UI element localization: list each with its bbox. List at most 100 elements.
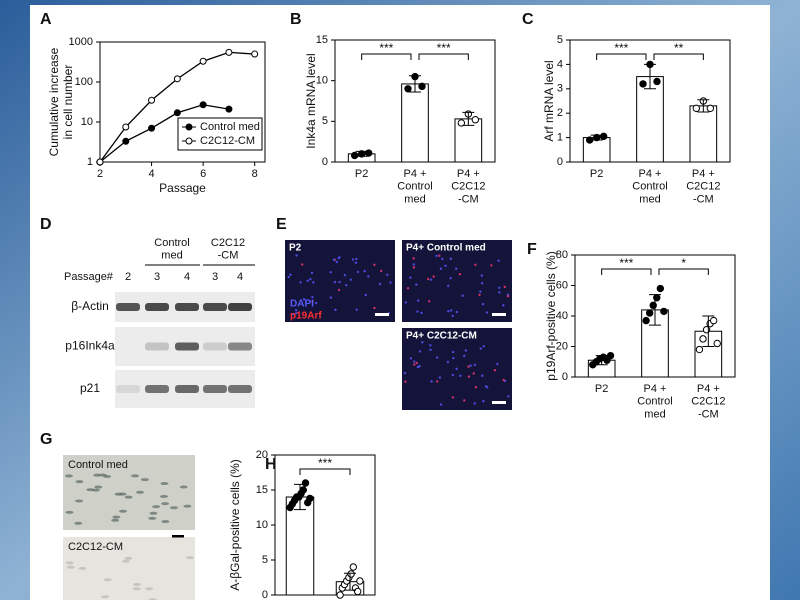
nucleus [380,269,383,273]
data-point [251,50,259,58]
nucleus [354,261,358,264]
stain-label: p19Arf [290,311,322,322]
blot: 2 3 4 3 4 β-Actin p16Ink4a p21 [65,271,255,408]
nucleus [479,290,482,293]
nucleus [413,363,416,366]
nucleus [311,300,314,303]
nucleus [467,375,471,378]
nucleus [484,385,488,388]
significance-label: * [681,256,686,270]
significance-bracket [361,53,412,60]
y-tick-label: 2 [557,107,563,119]
significance-bracket [653,53,704,60]
nucleus [473,402,476,405]
nucleus [482,345,485,348]
data-point [709,316,718,325]
nucleus [363,269,366,273]
x-tick-label: 2 [97,168,103,180]
y-tick-label: 0 [322,156,328,168]
data-point [699,335,707,343]
data-point [364,149,373,157]
cell [140,478,149,482]
nucleus [463,354,466,357]
cell [118,492,127,496]
nucleus [415,283,418,286]
nucleus [412,257,415,260]
nucleus [493,369,497,372]
nucleus [467,365,470,368]
nucleus [444,264,447,267]
lane-label: 4 [184,271,190,283]
data-point [713,339,721,348]
data-point [350,151,359,160]
error-bar [649,294,661,326]
y-tick-label: 15 [316,34,328,46]
data-point [148,124,156,132]
nucleus [446,360,450,364]
cell [66,565,75,569]
nucleus [439,403,443,406]
bar [285,496,315,596]
legend-box [177,117,263,151]
data-point [457,119,466,127]
y-tick-label: 5 [262,554,268,566]
y-tick-label: 40 [556,310,568,322]
nucleus [449,276,452,280]
significance-label: *** [318,456,332,470]
panel-label: C [522,11,534,28]
nucleus [427,277,430,281]
cell [86,488,95,492]
data-point [173,109,181,117]
band [228,342,252,351]
nucleus [404,301,408,304]
data-point [656,284,665,293]
cell [74,521,83,525]
significance-bracket [601,268,652,275]
band [203,385,227,393]
data-point [122,137,130,145]
data-point [356,577,364,585]
nucleus [507,395,510,398]
x-tick-label: P2 [355,168,368,180]
y-tick-label: 100 [75,76,93,88]
nucleus [302,298,306,301]
nucleus [367,275,370,278]
cell [159,494,168,498]
data-point [148,96,156,104]
nucleus [428,300,431,303]
nucleus [496,362,499,366]
data-point [299,486,307,494]
nucleus [287,275,290,279]
x-tick-label: P2 [590,168,603,180]
cell [145,587,154,591]
band [175,385,199,393]
nucleus [389,281,392,284]
cell [64,474,73,478]
nucleus [498,291,501,294]
error-bar [355,150,368,157]
cell [118,509,127,513]
nucleus [337,288,341,292]
y-tick-label: 80 [556,249,568,261]
nucleus [463,399,466,402]
nucleus [480,274,484,277]
data-point [336,591,344,599]
data-point [347,570,355,578]
nucleus [301,263,304,266]
nucleus [420,311,423,315]
nucleus [403,371,407,375]
y-tick-label: 1 [557,132,563,144]
cell [136,490,145,494]
nucleus [441,257,444,261]
nucleus [503,285,506,289]
error-bar [344,572,356,591]
band [228,385,252,393]
nucleus [364,293,367,297]
scale-bar [492,401,506,404]
band-label: p16Ink4a [65,339,115,353]
nucleus [438,254,441,257]
nucleus [454,267,458,270]
y-tick-label: 60 [556,279,568,291]
data-point [695,345,704,354]
